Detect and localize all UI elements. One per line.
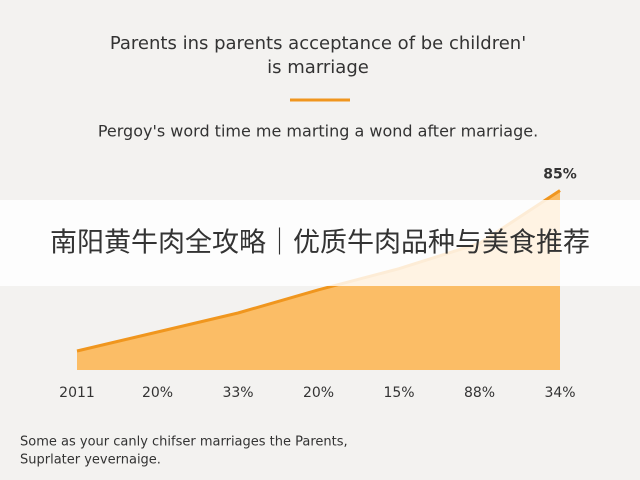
value-label: 85%: [543, 167, 577, 183]
banner-text: 南阳黄牛肉全攻略｜优质牛肉品种与美食推荐: [50, 228, 590, 259]
x-tick-label: 15%: [383, 385, 414, 401]
banner: [0, 200, 640, 286]
x-tick-label: 20%: [142, 385, 173, 401]
x-tick-label: 34%: [544, 385, 575, 401]
x-tick-label: 2011: [59, 385, 95, 401]
chart-subtitle: Pergoy's word time me marting a wond aft…: [98, 122, 538, 141]
x-tick-label: 88%: [464, 385, 495, 401]
footnote: Suprlater yevernaige.: [20, 453, 161, 468]
x-tick-label: 20%: [303, 385, 334, 401]
footnote: Some as your canly chifser marriages the…: [20, 435, 348, 450]
area: [77, 190, 560, 370]
chart-title: is marriage: [267, 57, 369, 78]
x-tick-label: 33%: [222, 385, 253, 401]
chart-title: Parents ins parents acceptance of be chi…: [110, 33, 526, 54]
